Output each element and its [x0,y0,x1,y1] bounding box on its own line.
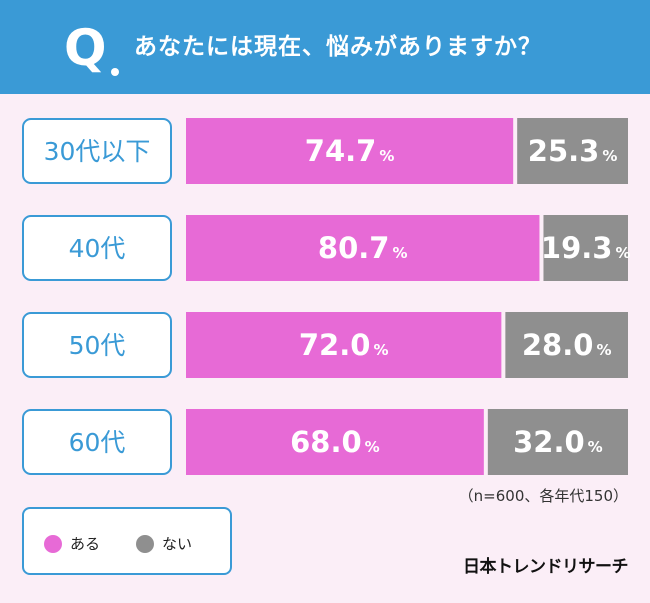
data-label: 80.7% [318,231,408,265]
data-label: 72.0% [299,328,389,362]
legend-item-aru: ある [44,533,100,554]
data-label: 28.0% [522,328,612,362]
legend-label-aru: ある [70,535,101,553]
brand-logo: 日本トレンドリサーチ [463,557,629,577]
bar-segment-aru [186,215,540,281]
bar-segment-nai [543,215,628,281]
question-header: Q あなたには現在、悩みがありますか？ [0,0,650,94]
category-label: 60代 [69,428,126,457]
data-label: 32.0% [513,425,603,459]
category-label: 40代 [69,234,126,263]
q-mark: Q [64,19,107,77]
bar-segment-aru [186,312,502,378]
legend-swatch-aru [44,534,62,553]
category-label-box [22,409,172,475]
bar-segment-aru [186,118,514,184]
data-label: 74.7% [305,134,395,168]
q-dot-icon [111,68,119,76]
data-label: 25.3% [528,134,618,168]
legend-item-nai: ない [136,533,192,554]
bar-segment-nai [505,312,628,378]
category-label-box [22,312,172,378]
question-text: あなたには現在、悩みがありますか？ [134,34,542,60]
category-label: 50代 [69,331,126,360]
legend-swatch-nai [136,534,154,553]
category-label: 30代以下 [44,137,151,166]
data-label: 19.3% [541,231,631,265]
bar-segment-aru [186,409,484,475]
bar-segment-nai [517,118,628,184]
data-label: 68.0% [290,425,380,459]
legend: ある ない [22,507,232,575]
category-label-box [22,118,172,184]
sample-note: （n=600、各年代150） [458,487,628,505]
bar-segment-nai [487,409,628,475]
category-label-box [22,215,172,281]
legend-label-nai: ない [162,535,193,553]
